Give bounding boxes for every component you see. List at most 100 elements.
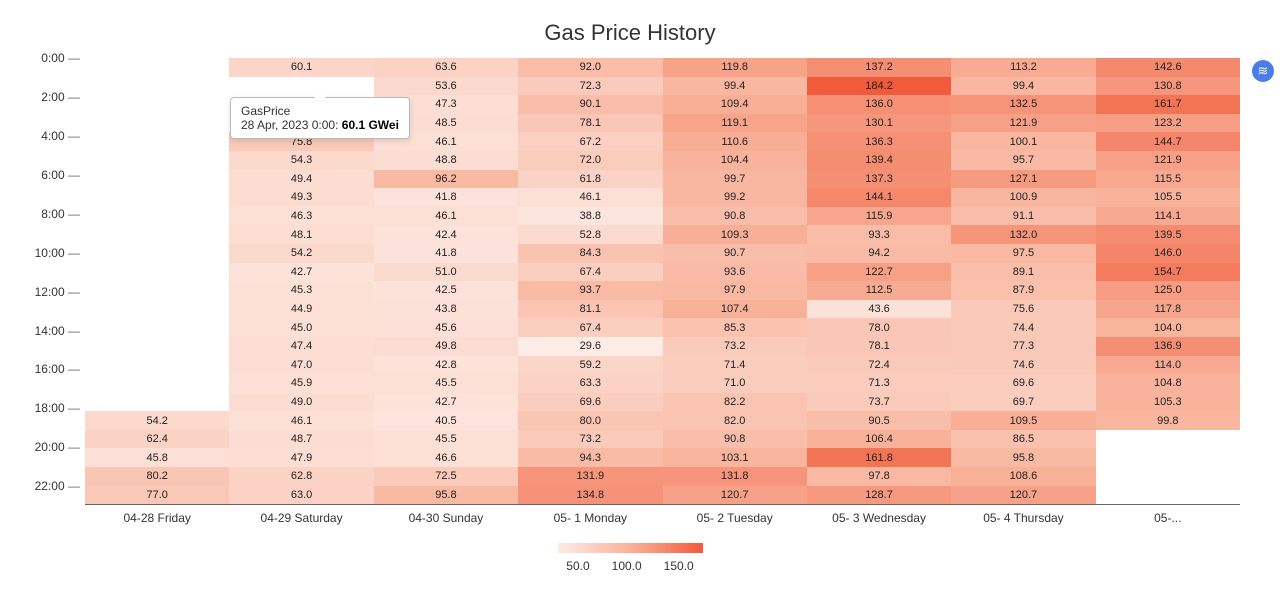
- heatmap-cell[interactable]: 99.8: [1096, 411, 1240, 430]
- heatmap-cell[interactable]: 29.6: [518, 337, 662, 356]
- heatmap-cell[interactable]: 121.9: [1096, 151, 1240, 170]
- heatmap-cell[interactable]: 104.4: [663, 151, 807, 170]
- heatmap-cell[interactable]: 61.8: [518, 170, 662, 189]
- heatmap-cell[interactable]: [85, 188, 229, 207]
- heatmap-cell[interactable]: 137.2: [807, 58, 951, 77]
- heatmap-cell[interactable]: 144.7: [1096, 132, 1240, 151]
- heatmap-cell[interactable]: 63.0: [229, 486, 373, 505]
- heatmap-cell[interactable]: 105.5: [1096, 188, 1240, 207]
- heatmap-cell[interactable]: 69.6: [951, 374, 1095, 393]
- heatmap-cell[interactable]: 108.6: [951, 467, 1095, 486]
- heatmap-cell[interactable]: 99.7: [663, 170, 807, 189]
- heatmap-cell[interactable]: 59.2: [518, 356, 662, 375]
- heatmap-cell[interactable]: 73.2: [518, 430, 662, 449]
- heatmap-cell[interactable]: 112.5: [807, 281, 951, 300]
- heatmap-cell[interactable]: 109.4: [663, 95, 807, 114]
- heatmap-cell[interactable]: [85, 263, 229, 282]
- heatmap-cell[interactable]: [85, 151, 229, 170]
- heatmap-cell[interactable]: 94.3: [518, 448, 662, 467]
- heatmap-cell[interactable]: 125.0: [1096, 281, 1240, 300]
- heatmap-cell[interactable]: 46.1: [229, 411, 373, 430]
- heatmap-cell[interactable]: 54.2: [85, 411, 229, 430]
- heatmap-cell[interactable]: 104.8: [1096, 374, 1240, 393]
- heatmap-cell[interactable]: 93.3: [807, 225, 951, 244]
- heatmap-cell[interactable]: 97.8: [807, 467, 951, 486]
- heatmap-cell[interactable]: 136.9: [1096, 337, 1240, 356]
- heatmap-cell[interactable]: [85, 132, 229, 151]
- heatmap-cell[interactable]: 41.8: [374, 244, 518, 263]
- heatmap-cell[interactable]: 84.3: [518, 244, 662, 263]
- heatmap-cell[interactable]: 40.5: [374, 411, 518, 430]
- heatmap-cell[interactable]: 96.2: [374, 170, 518, 189]
- heatmap-cell[interactable]: [1096, 486, 1240, 505]
- heatmap-cell[interactable]: 146.0: [1096, 244, 1240, 263]
- heatmap-cell[interactable]: 42.5: [374, 281, 518, 300]
- heatmap-cell[interactable]: 72.5: [374, 467, 518, 486]
- heatmap-cell[interactable]: 62.8: [229, 467, 373, 486]
- heatmap-cell[interactable]: 114.1: [1096, 207, 1240, 226]
- heatmap-cell[interactable]: 46.1: [518, 188, 662, 207]
- heatmap-cell[interactable]: 121.9: [951, 114, 1095, 133]
- heatmap-cell[interactable]: 90.7: [663, 244, 807, 263]
- heatmap-cell[interactable]: 91.1: [951, 207, 1095, 226]
- heatmap-cell[interactable]: 120.7: [663, 486, 807, 505]
- heatmap-cell[interactable]: [1096, 467, 1240, 486]
- heatmap-cell[interactable]: 67.4: [518, 318, 662, 337]
- heatmap-cell[interactable]: 130.1: [807, 114, 951, 133]
- heatmap-cell[interactable]: 77.0: [85, 486, 229, 505]
- heatmap-cell[interactable]: 74.6: [951, 356, 1095, 375]
- heatmap-cell[interactable]: 54.2: [229, 244, 373, 263]
- heatmap-cell[interactable]: 43.6: [807, 300, 951, 319]
- heatmap-cell[interactable]: 69.7: [951, 393, 1095, 412]
- heatmap-cell[interactable]: 78.0: [807, 318, 951, 337]
- heatmap-cell[interactable]: 74.4: [951, 318, 1095, 337]
- heatmap-cell[interactable]: 48.1: [229, 225, 373, 244]
- heatmap-cell[interactable]: 97.5: [951, 244, 1095, 263]
- heatmap-cell[interactable]: 42.4: [374, 225, 518, 244]
- heatmap-cell[interactable]: 48.7: [229, 430, 373, 449]
- heatmap-cell[interactable]: 43.8: [374, 300, 518, 319]
- heatmap-cell[interactable]: 41.8: [374, 188, 518, 207]
- heatmap-cell[interactable]: 89.1: [951, 263, 1095, 282]
- heatmap-cell[interactable]: 42.7: [229, 263, 373, 282]
- heatmap-cell[interactable]: 134.8: [518, 486, 662, 505]
- heatmap-cell[interactable]: 38.8: [518, 207, 662, 226]
- heatmap-cell[interactable]: 48.8: [374, 151, 518, 170]
- heatmap-cell[interactable]: 136.3: [807, 132, 951, 151]
- heatmap-cell[interactable]: 104.0: [1096, 318, 1240, 337]
- heatmap-cell[interactable]: 93.7: [518, 281, 662, 300]
- heatmap-cell[interactable]: 85.3: [663, 318, 807, 337]
- heatmap-cell[interactable]: 45.3: [229, 281, 373, 300]
- heatmap-cell[interactable]: 73.7: [807, 393, 951, 412]
- heatmap-cell[interactable]: 72.3: [518, 77, 662, 96]
- heatmap-cell[interactable]: 139.5: [1096, 225, 1240, 244]
- heatmap-cell[interactable]: 128.7: [807, 486, 951, 505]
- heatmap-cell[interactable]: 63.3: [518, 374, 662, 393]
- heatmap-cell[interactable]: 82.0: [663, 411, 807, 430]
- heatmap-cell[interactable]: 46.6: [374, 448, 518, 467]
- heatmap-cell[interactable]: 161.8: [807, 448, 951, 467]
- heatmap-cell[interactable]: 105.3: [1096, 393, 1240, 412]
- heatmap-cell[interactable]: [85, 374, 229, 393]
- heatmap-cell[interactable]: 113.2: [951, 58, 1095, 77]
- heatmap-cell[interactable]: 99.4: [663, 77, 807, 96]
- heatmap-cell[interactable]: 119.8: [663, 58, 807, 77]
- heatmap-cell[interactable]: 142.6: [1096, 58, 1240, 77]
- heatmap-cell[interactable]: [85, 114, 229, 133]
- heatmap-cell[interactable]: 49.4: [229, 170, 373, 189]
- heatmap-cell[interactable]: 75.6: [951, 300, 1095, 319]
- heatmap-cell[interactable]: 132.5: [951, 95, 1095, 114]
- heatmap-cell[interactable]: [85, 77, 229, 96]
- heatmap-cell[interactable]: 106.4: [807, 430, 951, 449]
- heatmap-cell[interactable]: 67.4: [518, 263, 662, 282]
- assistant-icon[interactable]: ≋: [1252, 60, 1274, 82]
- heatmap-cell[interactable]: 131.8: [663, 467, 807, 486]
- heatmap-cell[interactable]: 90.5: [807, 411, 951, 430]
- heatmap-cell[interactable]: 90.1: [518, 95, 662, 114]
- heatmap-cell[interactable]: 87.9: [951, 281, 1095, 300]
- heatmap-cell[interactable]: 72.4: [807, 356, 951, 375]
- heatmap-cell[interactable]: 97.9: [663, 281, 807, 300]
- heatmap-cell[interactable]: 67.2: [518, 132, 662, 151]
- heatmap-cell[interactable]: 123.2: [1096, 114, 1240, 133]
- heatmap-cell[interactable]: 109.5: [951, 411, 1095, 430]
